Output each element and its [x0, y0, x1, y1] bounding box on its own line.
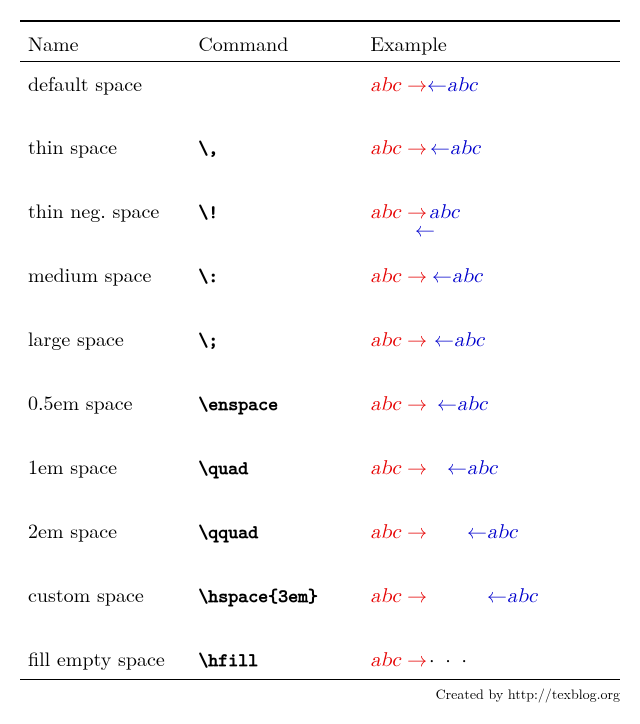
- cell-name: 2em space: [20, 509, 190, 573]
- table-row: custom space \hspace{3em} abc → ←abc: [20, 573, 620, 637]
- cell-name: 1em space: [20, 445, 190, 509]
- table-row: fill empty space\hfill abc →· · ·: [20, 637, 620, 680]
- cell-name: thin neg. space: [20, 189, 190, 253]
- example-left: abc →: [370, 394, 427, 414]
- cell-command: \quad: [190, 445, 362, 509]
- cell-example: abc → ←abc: [362, 317, 620, 381]
- example-right: ←abc: [437, 394, 487, 414]
- cell-example: abc → ←abc: [362, 381, 620, 445]
- example-left: abc →: [370, 522, 427, 542]
- command-code: \hspace{3em}: [198, 584, 318, 609]
- cell-command: \,: [190, 125, 362, 189]
- cell-example: abc →←abc: [362, 62, 620, 126]
- example-cell: abc → ←abc: [370, 522, 517, 542]
- cell-command: \:: [190, 253, 362, 317]
- cell-command: \!: [190, 189, 362, 253]
- example-left: abc →: [370, 586, 427, 606]
- table-row: 2em space \qquad abc → ←abc: [20, 509, 620, 573]
- cell-name: default space: [20, 62, 190, 126]
- cell-command: \enspace: [190, 381, 362, 445]
- table-body: default spaceabc →←abcthin space\,abc →←…: [20, 62, 620, 680]
- cell-command: \hspace{3em}: [190, 573, 362, 637]
- example-right: ←abc: [447, 458, 497, 478]
- command-code: \:: [198, 264, 218, 289]
- example-cell: abc → ←abc: [370, 586, 537, 606]
- header-name: Name: [20, 21, 190, 62]
- example-cell: abc →←abc: [370, 75, 477, 95]
- cell-name: 0.5em space: [20, 381, 190, 445]
- command-code: \;: [198, 328, 218, 353]
- table-row: 1em space \quad abc → ←abc: [20, 445, 620, 509]
- example-cell: abc → ←abc: [370, 458, 497, 478]
- example-cell: abc → ←abc: [370, 330, 484, 350]
- example-right: ←abc: [427, 75, 477, 95]
- credit-line: Created by http://texblog.org: [20, 680, 620, 704]
- cell-name: custom space: [20, 573, 190, 637]
- table-row: thin neg. space \! abc →←abc: [20, 189, 620, 253]
- cell-command: \qquad: [190, 509, 362, 573]
- spacing-table: Name Command Example default spaceabc →←…: [20, 20, 620, 680]
- example-right: ←abc: [487, 586, 537, 606]
- cell-example: abc → ←abc: [362, 445, 620, 509]
- cell-example: abc →←abc: [362, 125, 620, 189]
- cell-name: medium space: [20, 253, 190, 317]
- cell-example: abc →←abc: [362, 189, 620, 253]
- example-left: abc →: [370, 650, 427, 670]
- example-left: abc →: [370, 330, 427, 350]
- example-left: abc →: [370, 266, 427, 286]
- example-left: abc →: [370, 75, 427, 95]
- example-right: ←abc: [430, 138, 480, 158]
- example-cell: abc →←abc: [370, 266, 482, 286]
- example-left: abc →: [370, 138, 427, 158]
- example-cell: abc → ←abc: [370, 394, 487, 414]
- example-right: ←abc: [467, 522, 517, 542]
- command-code: \quad: [198, 456, 248, 481]
- fill-dots: · · ·: [429, 650, 469, 670]
- command-code: \qquad: [198, 520, 258, 545]
- command-code: \!: [198, 200, 218, 225]
- cell-command: \hfill: [190, 637, 362, 680]
- cell-command: \;: [190, 317, 362, 381]
- command-code: \,: [198, 136, 218, 161]
- table-row: thin space \, abc →←abc: [20, 125, 620, 189]
- example-right: ←abc: [434, 330, 484, 350]
- command-code: \enspace: [198, 392, 278, 417]
- example-cell: abc →←abc: [370, 138, 480, 158]
- spacing-table-container: Name Command Example default spaceabc →←…: [20, 20, 620, 704]
- cell-example: abc →· · ·: [362, 637, 620, 680]
- table-row: medium space \: abc →←abc: [20, 253, 620, 317]
- header-command: Command: [190, 21, 362, 62]
- table-row: large space \; abc → ←abc: [20, 317, 620, 381]
- header-example: Example: [362, 21, 620, 62]
- example-cell: abc →←abc: [370, 202, 459, 222]
- cell-name: fill empty space: [20, 637, 190, 680]
- cell-example: abc → ←abc: [362, 509, 620, 573]
- example-right: ←abc: [432, 266, 482, 286]
- cell-name: large space: [20, 317, 190, 381]
- example-left: abc →: [370, 458, 427, 478]
- cell-example: abc →←abc: [362, 253, 620, 317]
- table-row: default space abc →←abc: [20, 62, 620, 126]
- cell-command: [190, 62, 362, 126]
- table-row: 0.5em space \enspace abc → ←abc: [20, 381, 620, 445]
- example-cell: abc →· · ·: [370, 650, 469, 670]
- cell-example: abc → ←abc: [362, 573, 620, 637]
- cell-name: thin space: [20, 125, 190, 189]
